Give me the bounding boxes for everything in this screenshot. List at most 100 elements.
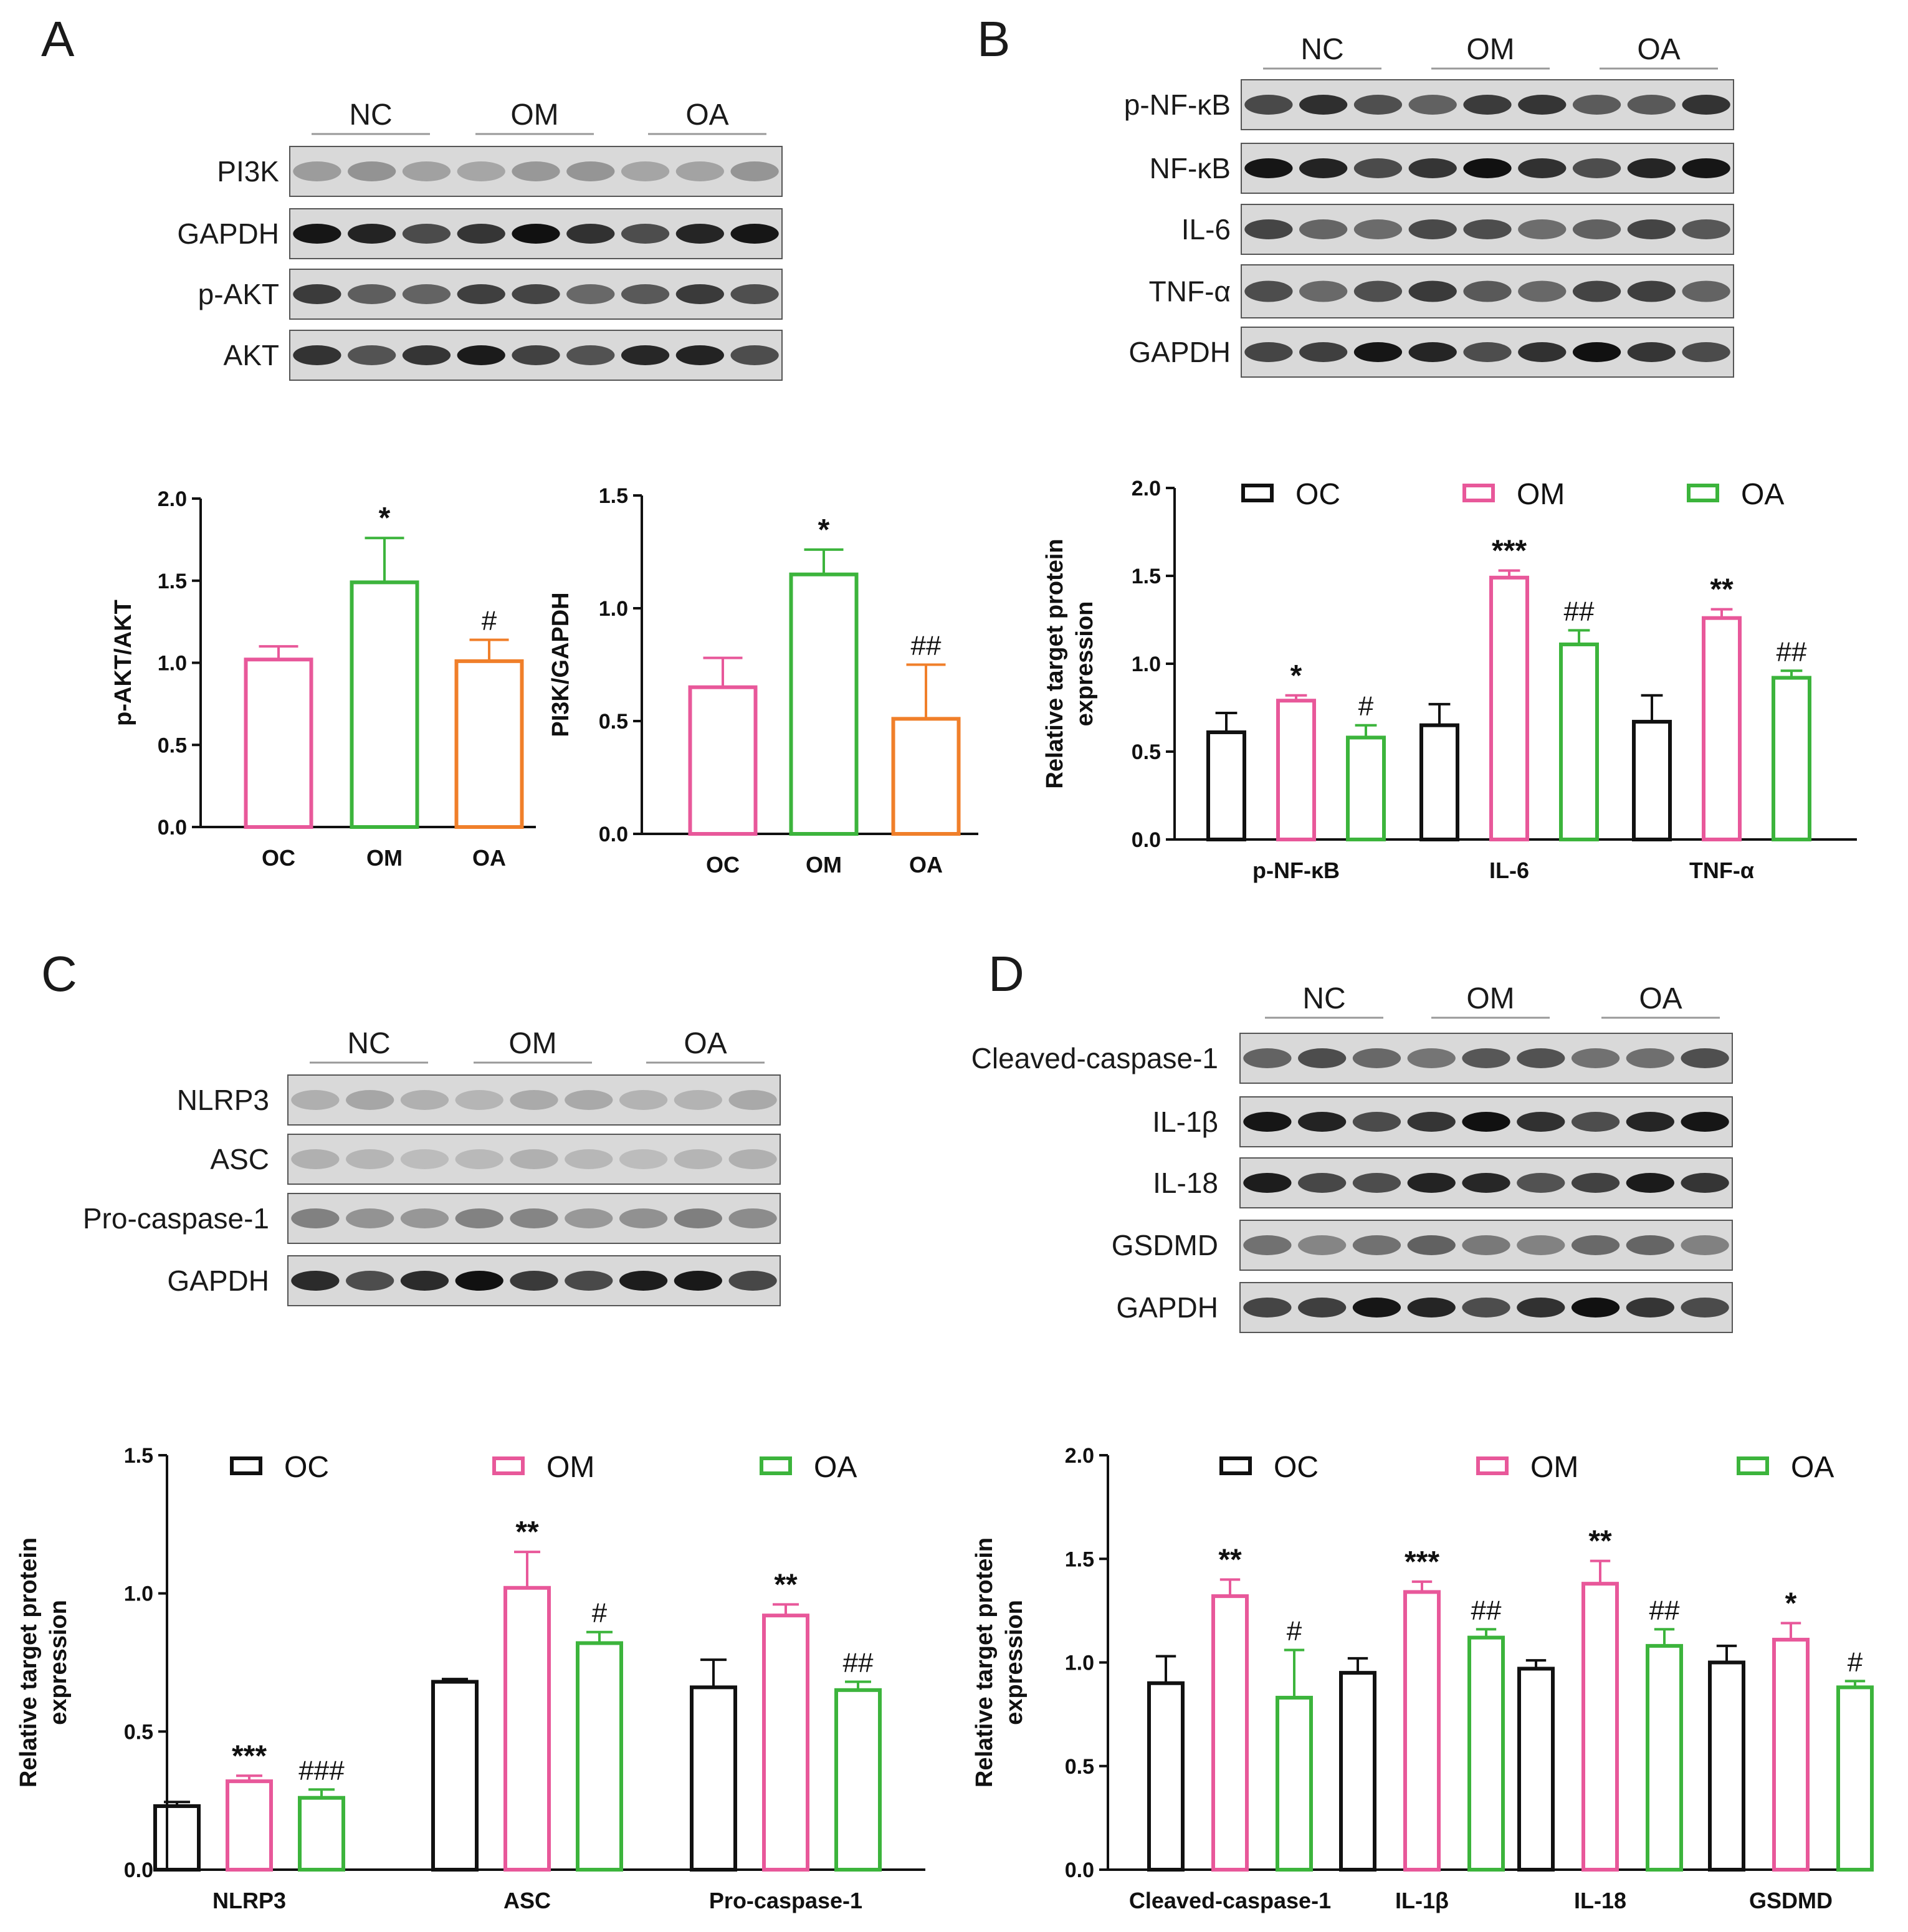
bar bbox=[454, 659, 524, 829]
significance-label: ### bbox=[298, 1755, 345, 1786]
significance-label: # bbox=[1848, 1647, 1863, 1677]
blot-band bbox=[1626, 1048, 1674, 1068]
significance-label: * bbox=[818, 514, 830, 547]
blot-band bbox=[1517, 1112, 1565, 1132]
bar bbox=[1276, 1696, 1313, 1872]
bar bbox=[1632, 720, 1672, 842]
blot-band bbox=[1572, 219, 1621, 239]
legend-swatch bbox=[1737, 1456, 1769, 1475]
bar bbox=[1646, 1643, 1683, 1872]
blot-band bbox=[565, 1271, 613, 1291]
blot-band bbox=[1298, 1112, 1347, 1132]
x-category-label: ASC bbox=[503, 1888, 551, 1913]
blot-band bbox=[728, 1208, 777, 1228]
blot-row: Pro-caspase-1 bbox=[83, 1193, 781, 1244]
bar bbox=[1489, 575, 1529, 841]
significance-label: ** bbox=[1588, 1525, 1612, 1558]
y-axis-label: expression bbox=[1072, 601, 1098, 727]
blot-row-label: Cleaved-caspase-1 bbox=[971, 1042, 1218, 1074]
blot-row: TNF-α bbox=[1149, 264, 1734, 318]
bar bbox=[1708, 1660, 1745, 1872]
blot-band bbox=[457, 224, 505, 244]
blot-band bbox=[619, 1271, 668, 1291]
chart-b: 0.0 0.5 1.0 1.5 2.0 Relative target protein ex… bbox=[1042, 477, 1857, 883]
blot-band bbox=[510, 1208, 558, 1228]
blot-band bbox=[619, 1090, 668, 1110]
significance-label: ** bbox=[515, 1516, 539, 1549]
blot-band bbox=[291, 1149, 340, 1169]
significance-label: # bbox=[1287, 1616, 1302, 1647]
bar bbox=[789, 572, 859, 836]
blot-band bbox=[1299, 95, 1348, 115]
y-axis-label: expression bbox=[1001, 1600, 1028, 1725]
bar-charts: 0.0 0.5 1.0 1.5 2.0 p-AKT/AKT OC * OM # OA 0.0 0.5 1.… bbox=[16, 477, 1874, 1913]
blot-band bbox=[1408, 95, 1457, 115]
bar bbox=[1211, 1594, 1249, 1872]
x-category-label: OA bbox=[909, 852, 943, 878]
blot-band bbox=[621, 224, 670, 244]
blot-band bbox=[1243, 1173, 1292, 1193]
significance-label: ## bbox=[843, 1648, 874, 1678]
significance-label: ## bbox=[1649, 1595, 1680, 1625]
blot-band bbox=[1681, 1298, 1729, 1317]
significance-label: # bbox=[482, 606, 497, 636]
blot-row-label: TNF-α bbox=[1149, 275, 1231, 308]
blot-band bbox=[1682, 158, 1730, 178]
chart-c: 0.0 0.5 1.0 1.5 Relative target protein expre… bbox=[16, 1444, 925, 1913]
blot-row: NLRP3 bbox=[177, 1074, 781, 1126]
blot-band bbox=[1517, 1048, 1565, 1068]
blot-band bbox=[402, 345, 451, 365]
blot-panel-a: NC OM OA PI3K GAPDH p-AKT AKT bbox=[177, 98, 783, 381]
blot-band bbox=[565, 1090, 613, 1110]
blot-band bbox=[1298, 1173, 1347, 1193]
blot-band bbox=[621, 345, 670, 365]
y-tick-label: 2.0 bbox=[1065, 1444, 1094, 1468]
legend-label: OA bbox=[1791, 1451, 1834, 1484]
y-tick-label: 1.5 bbox=[124, 1444, 153, 1468]
blot-row: p-NF-κB bbox=[1124, 79, 1734, 130]
blot-band bbox=[1298, 1298, 1347, 1317]
blot-row-label: IL-6 bbox=[1181, 213, 1231, 246]
x-category-label: OA bbox=[472, 845, 506, 871]
blot-band bbox=[1407, 1048, 1456, 1068]
blot-band bbox=[291, 1208, 340, 1228]
legend-label: OC bbox=[284, 1451, 329, 1484]
blot-band bbox=[512, 345, 560, 365]
blot-band bbox=[565, 1208, 613, 1228]
blot-band bbox=[1571, 1235, 1620, 1255]
blot-band bbox=[348, 345, 396, 365]
legend-swatch bbox=[1687, 484, 1719, 502]
y-axis-label: p-AKT/AKT bbox=[110, 600, 136, 726]
blot-band bbox=[675, 224, 724, 244]
panel-label-b: B bbox=[977, 11, 1010, 67]
blot-band bbox=[402, 161, 451, 181]
bar bbox=[503, 1585, 551, 1872]
significance-label: ## bbox=[1777, 636, 1807, 667]
blot-band bbox=[1352, 1173, 1401, 1193]
blot-strip bbox=[287, 1074, 781, 1126]
blot-band bbox=[1571, 1048, 1620, 1068]
legend-label: OC bbox=[1295, 478, 1340, 511]
legend-swatch bbox=[492, 1456, 525, 1475]
blot-group-label: OM bbox=[510, 98, 558, 132]
bar bbox=[1517, 1667, 1555, 1872]
blot-band bbox=[1243, 1112, 1292, 1132]
blot-row-label: ASC bbox=[210, 1143, 269, 1175]
blot-band bbox=[1571, 1298, 1620, 1317]
y-axis-title: Relative target protein expression bbox=[1042, 538, 1098, 788]
blot-band bbox=[1682, 280, 1730, 302]
blot-band bbox=[1407, 1173, 1456, 1193]
blot-band bbox=[1681, 1235, 1729, 1255]
blot-row: NF-κB bbox=[1150, 143, 1734, 194]
western-blots: NC OM OA PI3K GAPDH p-AKT AKT NC OM OA p-NF-κB NF-κ… bbox=[83, 33, 1734, 1333]
panel-label-d: D bbox=[988, 946, 1024, 1002]
legend-swatch bbox=[1476, 1456, 1509, 1475]
blot-band bbox=[621, 284, 670, 304]
blot-band bbox=[728, 1149, 777, 1169]
bar bbox=[1581, 1582, 1619, 1872]
blot-panel-b: NC OM OA p-NF-κB NF-κB IL-6 TNF-α GAPDH bbox=[1124, 33, 1734, 378]
blot-band bbox=[1462, 1235, 1510, 1255]
blot-band bbox=[728, 1090, 777, 1110]
blot-row: IL-6 bbox=[1181, 204, 1734, 255]
blot-band bbox=[1243, 1048, 1292, 1068]
